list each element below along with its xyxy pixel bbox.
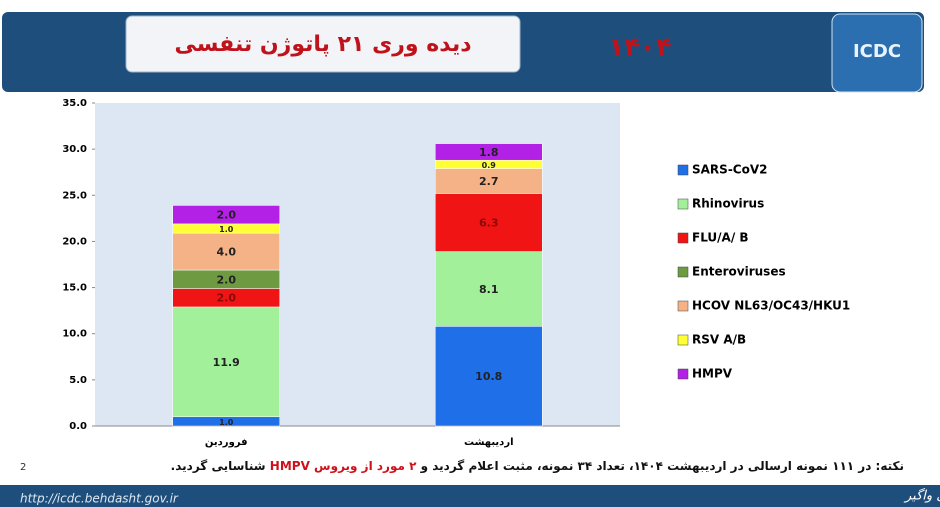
data-label: 2.7 [479,175,499,188]
bar-segment [435,143,543,161]
data-label: 1.0 [219,225,234,234]
footer-url: http://icdc.behdasht.gov.ir [20,492,179,506]
data-label: 10.8 [475,370,502,383]
legend-label: Enteroviruses [692,265,786,279]
legend-label: Rhinovirus [692,197,764,211]
data-label: 0.9 [482,161,497,170]
legend-label: RSV A/B [692,333,746,347]
y-tick-label: 15.0 [62,283,87,294]
y-tick-label: 25.0 [62,190,87,201]
note-text: شناسایی گردید. [170,459,270,473]
data-label: 2.0 [217,273,237,286]
year: ۱۴۰۴ [608,33,671,63]
note-text: نکته: در ۱۱۱ نمونه ارسالی در اردیبهشت ۱۴… [416,459,904,473]
legend-label: SARS-CoV2 [692,163,767,177]
y-tick-label: 10.0 [62,329,87,340]
bar-segment [435,326,543,427]
legend-swatch [677,300,689,312]
y-tick-label: 0.0 [69,421,87,432]
data-label: 4.0 [217,246,237,259]
legend-swatch [677,368,689,380]
legend-label: FLU/A/ B [692,231,749,245]
data-label: 2.0 [217,209,237,222]
footer-org: مرکز مدیریت بیماری‌های واگیر [903,488,940,504]
data-label: 11.9 [213,356,240,369]
bar-segment [435,251,543,327]
y-tick-label: 35.0 [62,98,87,109]
legend-swatch [677,232,689,244]
logo: ICDC [853,41,901,62]
data-label: 8.1 [479,283,499,296]
bar-segment [172,232,280,271]
bar-segment [172,205,280,225]
x-tick-label: اردیبهشت [464,437,514,448]
legend-label: HMPV [692,367,733,381]
title: دیده وری ۲۱ پاتوژن تنفسی [175,32,472,57]
bar-segment [172,306,280,418]
legend-label: HCOV NL63/OC43/HKU1 [692,299,850,313]
footer-band [0,485,940,507]
legend-swatch [677,266,689,278]
title-box [125,15,521,73]
logo-box [831,13,923,93]
y-tick-label: 5.0 [69,375,87,386]
legend-swatch [677,198,689,210]
legend-swatch [677,334,689,346]
data-label: 1.0 [219,418,234,427]
bar-segment [435,193,543,252]
legend-swatch [677,164,689,176]
bar-segment [435,168,543,194]
y-tick-label: 30.0 [62,144,87,155]
note-highlight: ۲ مورد از ویروس HMPV [269,459,417,473]
note: نکته: در ۱۱۱ نمونه ارسالی در اردیبهشت ۱۴… [171,459,904,473]
data-label: 2.0 [217,292,237,305]
x-tick-label: فروردین [205,437,248,448]
y-tick-label: 20.0 [62,236,87,247]
page-number: 2 [20,462,26,473]
data-label: 6.3 [479,217,499,230]
data-label: 1.8 [479,146,499,159]
